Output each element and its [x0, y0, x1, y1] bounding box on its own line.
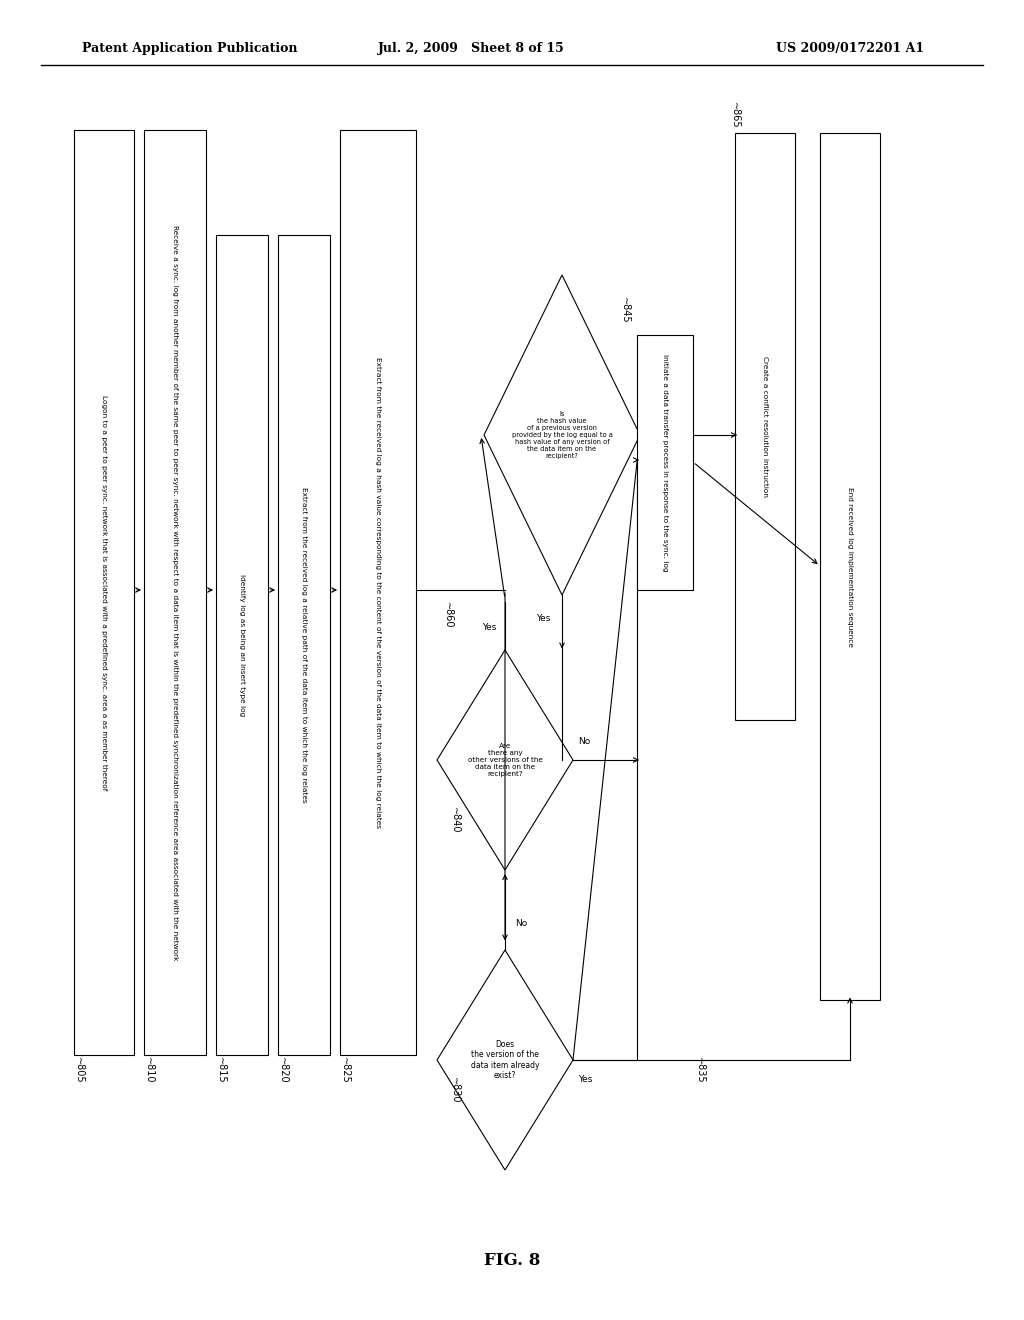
Bar — [340, 129, 416, 1055]
Text: ∼860: ∼860 — [443, 602, 453, 628]
Text: Extract from the received log a relative path of the data item to which the log : Extract from the received log a relative… — [301, 487, 307, 803]
Text: End received log implementation sequence: End received log implementation sequence — [847, 487, 853, 647]
Text: Initiate a data transfer process in response to the sync. log: Initiate a data transfer process in resp… — [662, 354, 668, 572]
Text: Yes: Yes — [537, 614, 551, 623]
Text: ∼845: ∼845 — [620, 297, 630, 323]
Polygon shape — [437, 950, 573, 1170]
Bar — [278, 235, 330, 1055]
Text: Logon to a peer to peer sync. network that is associated with a predefined sync.: Logon to a peer to peer sync. network th… — [101, 395, 106, 791]
Text: US 2009/0172201 A1: US 2009/0172201 A1 — [776, 42, 924, 55]
Polygon shape — [484, 275, 640, 595]
Text: ∼865: ∼865 — [730, 102, 740, 128]
Text: No: No — [515, 919, 527, 928]
Text: ∼810: ∼810 — [144, 1057, 154, 1084]
Text: ∼815: ∼815 — [216, 1057, 226, 1084]
Text: Are
there any
other versions of the
data item on the
recipient?: Are there any other versions of the data… — [468, 743, 543, 777]
Text: Receive a sync. log from another member of the same peer to peer sync. network w: Receive a sync. log from another member … — [172, 224, 178, 960]
Text: Is
the hash value
of a previous version
provided by the log equal to a
hash valu: Is the hash value of a previous version … — [512, 411, 612, 459]
Text: No: No — [579, 737, 591, 746]
Bar — [637, 335, 693, 590]
Text: Patent Application Publication: Patent Application Publication — [82, 42, 297, 55]
Text: Does
the version of the
data item already
exist?: Does the version of the data item alread… — [471, 1040, 540, 1080]
Text: Extract from the received log a hash value corresponding to the content of the v: Extract from the received log a hash val… — [375, 356, 381, 828]
Text: FIG. 8: FIG. 8 — [483, 1253, 541, 1269]
Text: Jul. 2, 2009   Sheet 8 of 15: Jul. 2, 2009 Sheet 8 of 15 — [378, 42, 564, 55]
Bar — [216, 235, 268, 1055]
Text: ∼835: ∼835 — [695, 1057, 705, 1084]
Text: Identify log as being an insert type log: Identify log as being an insert type log — [239, 574, 245, 717]
Text: ∼805: ∼805 — [74, 1057, 84, 1084]
Bar — [144, 129, 206, 1055]
Text: ∼830: ∼830 — [450, 1077, 460, 1104]
Text: ∼825: ∼825 — [340, 1056, 350, 1084]
Bar — [735, 133, 795, 719]
Text: ∼820: ∼820 — [278, 1057, 288, 1084]
Text: Yes: Yes — [482, 623, 497, 632]
Polygon shape — [437, 649, 573, 870]
Text: Yes: Yes — [579, 1076, 593, 1084]
Text: No: No — [645, 408, 657, 417]
Bar — [820, 133, 880, 1001]
Text: ∼840: ∼840 — [450, 807, 460, 833]
Text: Create a conflict resolution instruction: Create a conflict resolution instruction — [762, 356, 768, 498]
Bar — [74, 129, 134, 1055]
